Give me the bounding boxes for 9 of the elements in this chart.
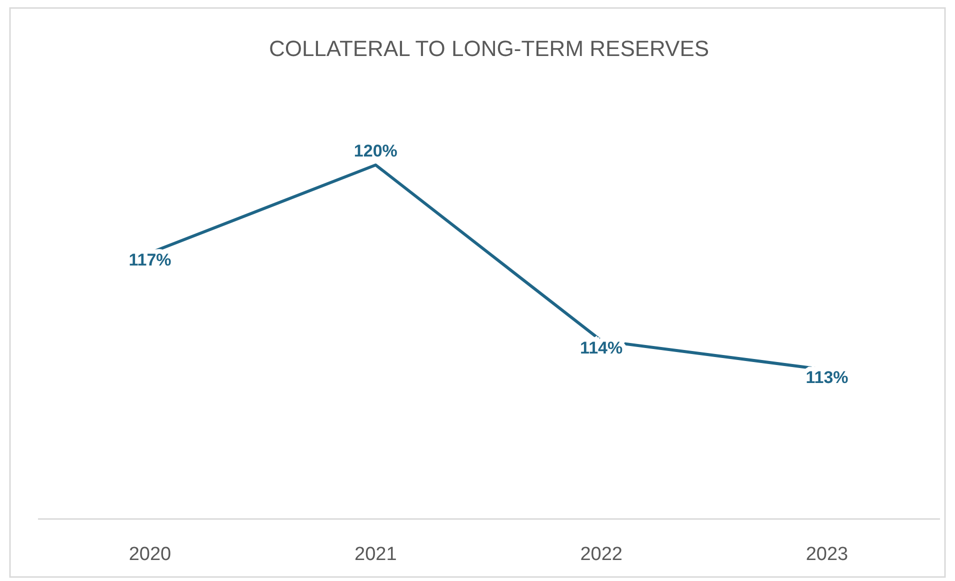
chart-title: COLLATERAL TO LONG-TERM RESERVES — [268, 36, 710, 61]
data-label: 120% — [354, 142, 398, 160]
data-label: 114% — [580, 338, 623, 358]
x-tick-label: 2022 — [580, 544, 622, 565]
x-tick-label: 2021 — [354, 544, 397, 565]
x-tick-label: 2020 — [128, 544, 172, 565]
x-tick-label: 2023 — [806, 544, 848, 565]
data-label: 117% — [128, 250, 172, 270]
data-label: 113% — [806, 368, 848, 387]
